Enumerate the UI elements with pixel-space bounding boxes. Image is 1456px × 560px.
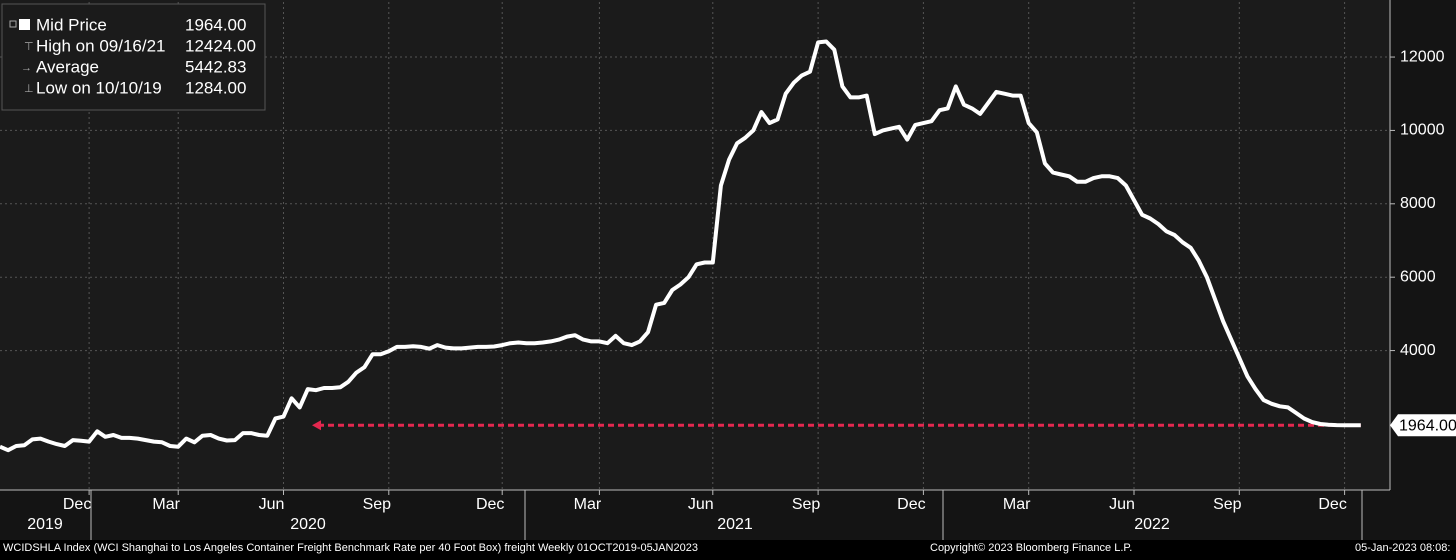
x-tick-label: Mar: [152, 496, 180, 513]
y-tick-label: 10000: [1400, 122, 1445, 139]
legend-icon: ⊤: [24, 41, 34, 53]
legend-label: Average: [36, 57, 99, 76]
footer-timestamp: 05-Jan-2023 08:08:: [1355, 542, 1450, 554]
legend-icon: →: [21, 62, 32, 74]
footer-copyright: Copyright© 2023 Bloomberg Finance L.P.: [930, 542, 1132, 554]
last-value-label: 1964.00: [1399, 417, 1456, 434]
year-label: 2019: [27, 516, 63, 533]
x-tick-label: Dec: [63, 496, 91, 513]
legend-icon: [9, 20, 17, 28]
legend-box: [1, 3, 266, 111]
legend-value: 1964.00: [185, 15, 246, 34]
y-tick-label: 12000: [1400, 48, 1445, 65]
y-tick-label: 6000: [1400, 268, 1436, 285]
y-tick-label: 8000: [1400, 195, 1436, 212]
legend: ⊤ → ⊥ Mid Price 1964.00 High on 09/16/21…: [1, 3, 266, 111]
x-tick-label: Sep: [792, 496, 821, 513]
x-tick-label: Jun: [259, 496, 285, 513]
y-tick-label: 4000: [1400, 342, 1436, 359]
footer-description: WCIDSHLA Index (WCI Shanghai to Los Ange…: [3, 542, 698, 554]
x-tick-label: Jun: [1109, 496, 1135, 513]
legend-label: Low on 10/10/19: [36, 78, 162, 97]
x-tick-label: Dec: [476, 496, 504, 513]
legend-label: Mid Price: [36, 15, 107, 34]
legend-icon: ⊥: [24, 83, 34, 95]
year-label: 2020: [290, 516, 326, 533]
reference-arrow: [312, 420, 321, 431]
legend-swatch: [19, 19, 30, 30]
x-tick-label: Dec: [1318, 496, 1346, 513]
x-tick-label: Mar: [574, 496, 602, 513]
legend-value: 12424.00: [185, 36, 256, 55]
x-tick-label: Jun: [688, 496, 714, 513]
x-tick-label: Sep: [363, 496, 392, 513]
legend-label: High on 09/16/21: [36, 36, 166, 55]
year-label: 2022: [1134, 516, 1170, 533]
x-tick-label: Sep: [1213, 496, 1242, 513]
legend-value: 5442.83: [185, 57, 246, 76]
year-label: 2021: [717, 516, 753, 533]
x-tick-label: Mar: [1003, 496, 1031, 513]
legend-value: 1284.00: [185, 78, 246, 97]
x-tick-label: Dec: [897, 496, 925, 513]
price-line: [0, 39, 1361, 453]
last-value-box: [1390, 414, 1456, 437]
